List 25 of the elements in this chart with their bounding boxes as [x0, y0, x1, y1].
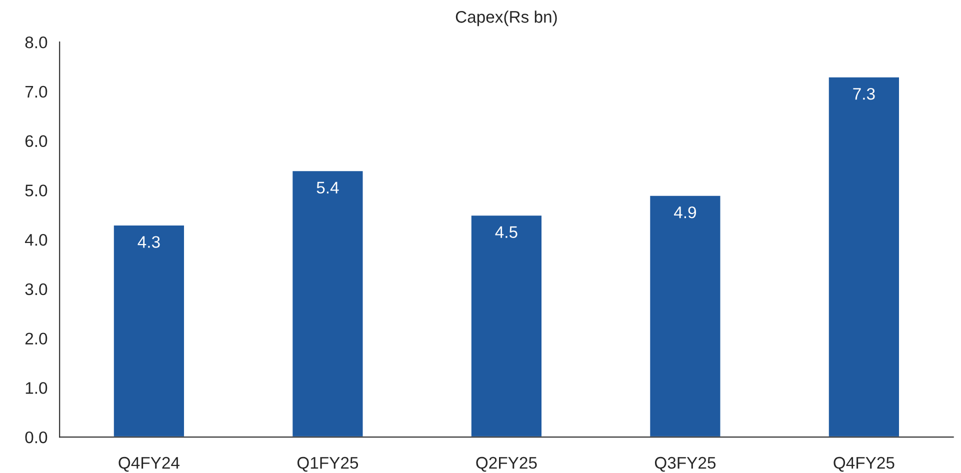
bar	[827, 76, 900, 438]
x-tick-label: Q4FY25	[834, 456, 894, 472]
data-label: 5.4	[316, 182, 339, 194]
bar	[112, 224, 186, 438]
x-tick-label: Q2FY25	[476, 456, 537, 472]
y-tick-label: 6.0	[25, 135, 48, 148]
data-label: 4.3	[138, 236, 160, 248]
y-tick-label: 2.0	[25, 332, 48, 345]
data-label: 4.9	[674, 206, 696, 218]
y-tick-label: 3.0	[25, 283, 48, 296]
bar	[470, 214, 543, 438]
y-tick-label: 7.0	[25, 86, 48, 98]
y-tick-label: 8.0	[25, 36, 48, 48]
y-tick-label: 1.0	[26, 382, 48, 394]
x-tick-label: Q4FY24	[118, 456, 180, 472]
x-tick-label: Q1FY25	[297, 456, 358, 472]
bar	[291, 170, 364, 438]
y-tick-label: 4.0	[24, 234, 48, 246]
data-label: 7.3	[853, 88, 875, 100]
chart-title: Capex(Rs bn)	[456, 10, 557, 26]
bar	[648, 194, 722, 438]
x-tick-label: Q3FY25	[654, 456, 716, 472]
data-label: 4.5	[495, 226, 518, 238]
y-tick-label: 0.0	[25, 431, 48, 444]
y-tick-label: 5.0	[25, 184, 48, 196]
